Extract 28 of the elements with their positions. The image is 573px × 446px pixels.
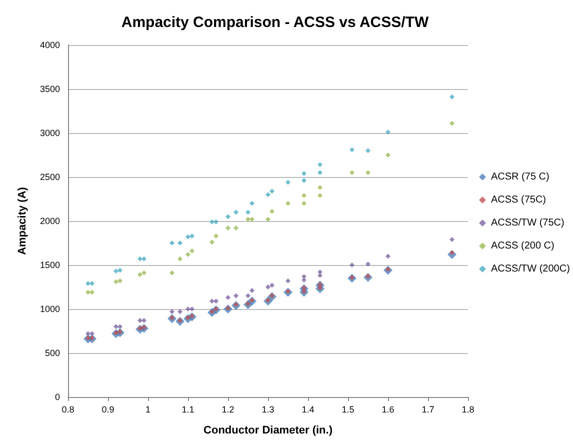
- y-tick-label: 2500: [40, 172, 60, 182]
- x-tick-label: 1.5: [342, 404, 354, 414]
- y-tick-label: 0: [54, 392, 60, 402]
- legend-label: ACSS/TW (75C): [491, 218, 564, 228]
- y-tick-label: 3500: [40, 84, 60, 94]
- y-tick-label: 4000: [40, 40, 60, 50]
- x-tick-label: 1.8: [462, 404, 474, 414]
- y-tick-label: 1000: [40, 304, 60, 314]
- y-tick-label: 500: [44, 348, 60, 358]
- legend-label: ACSS (200 C): [491, 240, 554, 252]
- chart-title: Ampacity Comparison - ACSS vs ACSS/TW: [121, 14, 430, 31]
- legend-label: ACSS/TW (200C): [491, 264, 570, 274]
- x-tick-label: 1: [145, 404, 151, 414]
- y-tick-label: 1500: [40, 260, 60, 270]
- y-tick-label: 2000: [40, 216, 60, 226]
- legend-label: ACSR (75 C): [491, 172, 550, 182]
- x-axis-title: Conductor Diameter (in.): [204, 424, 333, 436]
- x-tick-label: 1.2: [222, 404, 234, 414]
- x-tick-label: 1.3: [262, 404, 274, 414]
- x-tick-label: 0.9: [102, 404, 114, 414]
- x-tick-label: 1.4: [302, 404, 314, 414]
- x-tick-label: 1.1: [182, 404, 194, 414]
- x-tick-label: 0.8: [62, 404, 74, 414]
- y-axis-title: Ampacity (A): [16, 186, 28, 255]
- legend-label: ACSS (75C): [491, 194, 546, 206]
- x-tick-label: 1.6: [382, 404, 394, 414]
- y-tick-label: 3000: [40, 128, 60, 138]
- x-tick-label: 1.7: [422, 404, 434, 414]
